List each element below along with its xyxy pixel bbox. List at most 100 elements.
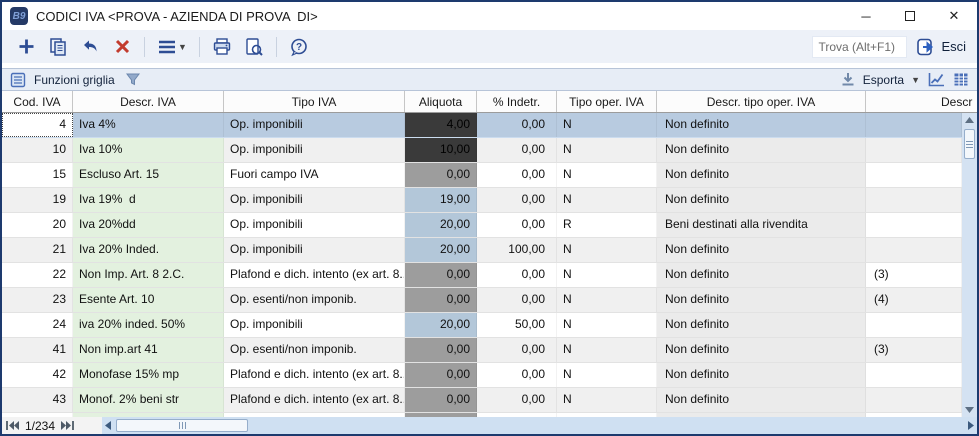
cell-aliquota[interactable]: 10,00 — [405, 138, 477, 162]
cell-tipo-oper[interactable]: N — [557, 363, 657, 387]
new-record-button[interactable] — [13, 34, 39, 60]
cell-aliquota[interactable]: 19,00 — [405, 188, 477, 212]
cell-extra[interactable] — [866, 413, 962, 417]
scroll-left-button[interactable] — [102, 421, 114, 430]
cell-descr-tipo-oper[interactable]: Non definito — [657, 138, 866, 162]
cell-aliquota[interactable]: 20,00 — [405, 213, 477, 237]
help-button[interactable]: ? — [286, 34, 312, 60]
cell-descr[interactable]: Iva 4% — [73, 113, 224, 137]
table-row[interactable]: 43 Monof. 2% beni str Plafond e dich. inte… — [2, 388, 962, 413]
cell-indetr[interactable]: 0,00 — [477, 338, 557, 362]
cell-descr-tipo-oper[interactable]: Non definito — [657, 288, 866, 312]
cell-cod[interactable]: 23 — [2, 288, 73, 312]
table-row[interactable]: 10 Iva 10% Op. imponibili 10,00 0,00 N Non def… — [2, 138, 962, 163]
grid-functions-label[interactable]: Funzioni griglia — [34, 72, 115, 87]
table-row[interactable]: 15 Escluso Art. 15 Fuori campo IVA 0,00 0,00… — [2, 163, 962, 188]
cell-cod[interactable]: 41 — [2, 338, 73, 362]
cell-cod[interactable]: 20 — [2, 213, 73, 237]
cell-aliquota[interactable]: 0,00 — [405, 163, 477, 187]
column-header[interactable]: Cod. IVA — [2, 91, 73, 112]
cell-tipo[interactable]: Op. imponibili — [224, 213, 405, 237]
cell-aliquota[interactable]: 4,00 — [405, 113, 477, 137]
cell-descr-tipo-oper[interactable]: Non definito — [657, 263, 866, 287]
cell-tipo[interactable]: Op. imponibili — [224, 113, 405, 137]
cell-extra[interactable]: (4) — [866, 288, 962, 312]
cell-indetr[interactable]: 0,00 — [477, 263, 557, 287]
caret-down-icon[interactable]: ▼ — [911, 74, 920, 85]
cell-indetr[interactable] — [477, 413, 557, 417]
cell-extra[interactable] — [866, 113, 962, 137]
cell-tipo-oper[interactable]: N — [557, 288, 657, 312]
cell-descr-tipo-oper[interactable]: Beni destinati alla rivendita — [657, 213, 866, 237]
cell-extra[interactable] — [866, 363, 962, 387]
table-icon[interactable] — [953, 72, 969, 87]
cell-descr[interactable]: Monof. 2% beni str — [73, 388, 224, 412]
vertical-scroll-thumb[interactable] — [964, 129, 975, 159]
column-header[interactable]: % Indetr. — [477, 91, 557, 112]
cell-descr[interactable]: Non imp.art 41 — [73, 338, 224, 362]
cell-descr-tipo-oper[interactable] — [657, 413, 866, 417]
cell-tipo[interactable]: Plafond e dich. intento (ex art. 8... — [224, 388, 405, 412]
cell-descr-tipo-oper[interactable]: Non definito — [657, 188, 866, 212]
cell-cod[interactable]: 24 — [2, 313, 73, 337]
cell-indetr[interactable]: 50,00 — [477, 313, 557, 337]
table-row[interactable]: 42 Monofase 15% mp Plafond e dich. intento… — [2, 363, 962, 388]
table-row[interactable]: 4 Iva 4% Op. imponibili 4,00 0,00 N Non defini… — [2, 113, 962, 138]
cell-indetr[interactable]: 0,00 — [477, 363, 557, 387]
cell-tipo[interactable]: Op. imponibili — [224, 188, 405, 212]
undo-button[interactable] — [77, 34, 103, 60]
cell-tipo[interactable]: Op. imponibili — [224, 138, 405, 162]
cell-descr[interactable]: iva 20% inded. 50% — [73, 313, 224, 337]
cell-descr[interactable] — [73, 413, 224, 417]
scroll-up-button[interactable] — [962, 113, 977, 127]
cell-aliquota[interactable]: 0,00 — [405, 338, 477, 362]
cell-tipo[interactable]: Op. esenti/non imponib. — [224, 338, 405, 362]
cell-tipo-oper[interactable]: N — [557, 188, 657, 212]
column-header[interactable]: Tipo IVA — [224, 91, 405, 112]
cell-tipo-oper[interactable]: N — [557, 113, 657, 137]
cell-cod[interactable]: 42 — [2, 363, 73, 387]
cell-extra[interactable] — [866, 238, 962, 262]
cell-extra[interactable]: (3) — [866, 338, 962, 362]
cell-tipo-oper[interactable]: N — [557, 388, 657, 412]
vertical-scrollbar[interactable] — [962, 113, 977, 417]
cell-descr-tipo-oper[interactable]: Non definito — [657, 388, 866, 412]
cell-descr[interactable]: Esente Art. 10 — [73, 288, 224, 312]
cell-tipo[interactable]: Plafond e dich. intento (ex art. 8... — [224, 363, 405, 387]
cell-extra[interactable] — [866, 138, 962, 162]
cell-indetr[interactable]: 100,00 — [477, 238, 557, 262]
cell-tipo[interactable]: Plafond e dich. intento (ex art. 8... — [224, 263, 405, 287]
table-row[interactable] — [2, 413, 962, 417]
cell-tipo-oper[interactable]: N — [557, 338, 657, 362]
last-record-button[interactable] — [61, 421, 74, 430]
cell-descr-tipo-oper[interactable]: Non definito — [657, 338, 866, 362]
cell-extra[interactable] — [866, 188, 962, 212]
grid-functions-icon[interactable] — [10, 72, 26, 88]
filter-icon[interactable] — [125, 72, 141, 87]
cell-cod[interactable]: 10 — [2, 138, 73, 162]
column-header[interactable]: Aliquota — [405, 91, 477, 112]
cell-descr[interactable]: Iva 20%dd — [73, 213, 224, 237]
column-header[interactable]: Tipo oper. IVA — [557, 91, 657, 112]
cell-descr[interactable]: Non Imp. Art. 8 2.C. — [73, 263, 224, 287]
column-header[interactable]: Descr. IVA — [73, 91, 224, 112]
cell-indetr[interactable]: 0,00 — [477, 113, 557, 137]
menu-button[interactable]: ▼ — [154, 34, 190, 60]
minimize-button[interactable]: ─ — [861, 8, 871, 24]
first-record-button[interactable] — [6, 421, 19, 430]
exit-button[interactable]: Esci — [913, 35, 969, 59]
cell-tipo[interactable]: Op. imponibili — [224, 238, 405, 262]
cell-aliquota[interactable]: 0,00 — [405, 288, 477, 312]
table-row[interactable]: 24 iva 20% inded. 50% Op. imponibili 20,00 5… — [2, 313, 962, 338]
maximize-button[interactable] — [903, 9, 917, 23]
close-button[interactable]: ✕ — [948, 8, 960, 23]
cell-tipo-oper[interactable]: R — [557, 213, 657, 237]
table-row[interactable]: 23 Esente Art. 10 Op. esenti/non imponib. 0… — [2, 288, 962, 313]
table-row[interactable]: 21 Iva 20% Inded. Op. imponibili 20,00 100,0… — [2, 238, 962, 263]
cell-cod[interactable]: 19 — [2, 188, 73, 212]
cell-indetr[interactable]: 0,00 — [477, 188, 557, 212]
cell-aliquota[interactable]: 0,00 — [405, 388, 477, 412]
cell-cod[interactable]: 15 — [2, 163, 73, 187]
horizontal-scrollbar[interactable] — [102, 417, 977, 434]
cell-descr-tipo-oper[interactable]: Non definito — [657, 363, 866, 387]
